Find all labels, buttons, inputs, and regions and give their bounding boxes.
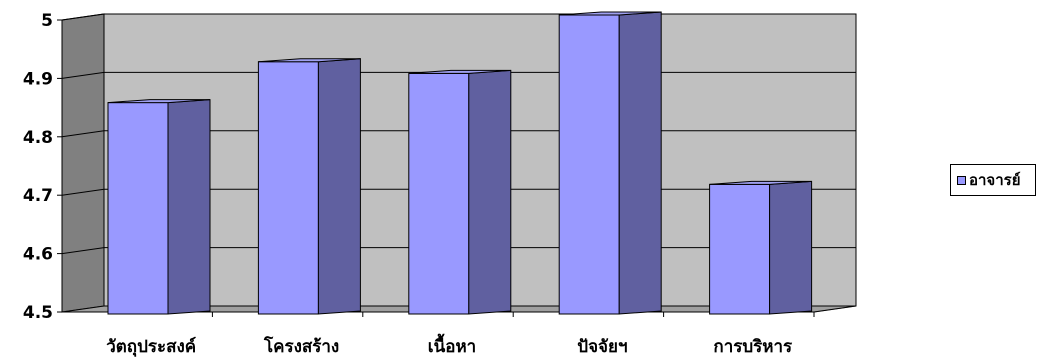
y-tick-label: 4.8 (23, 128, 53, 148)
chart-bars (107, 11, 813, 315)
y-tick-label: 4.7 (23, 186, 53, 206)
gridline-side (61, 188, 105, 196)
bar-front (107, 102, 169, 315)
y-axis-ticks: 4.5 4.6 4.7 4.8 4.9 5 (23, 11, 53, 323)
side-wall (61, 13, 105, 313)
x-category-label: วัตถุประสงค์ (106, 336, 196, 357)
bar-top (408, 69, 511, 74)
bar-top (559, 11, 662, 16)
gridline-side (61, 71, 105, 79)
legend-label: อาจารย์ (969, 171, 1021, 189)
gridline-side (61, 247, 105, 255)
bar-front (257, 61, 319, 315)
bar-side (618, 11, 662, 315)
gridline-side (61, 13, 105, 21)
x-axis-labels: วัตถุประสงค์ โครงสร้าง เนื้อหา ปัจจัยฯ การบร… (106, 333, 793, 357)
y-tick-label: 4.9 (23, 69, 53, 89)
gridline-side (61, 130, 105, 138)
bar-top (107, 99, 211, 104)
legend: อาจารย์ (950, 164, 1036, 196)
bar-top (258, 58, 361, 63)
bar-front (408, 72, 470, 315)
y-tick-label: 4.6 (23, 245, 53, 265)
x-category-label: โครงสร้าง (263, 336, 339, 357)
legend-swatch (957, 175, 966, 185)
bar-top (709, 180, 812, 185)
bar-side (167, 99, 211, 315)
bar-side (769, 180, 813, 315)
bar-front (709, 183, 771, 315)
y-tick-label: 5 (41, 11, 53, 31)
x-category-label: การบริหาร (713, 337, 793, 357)
gridline-side (61, 305, 105, 313)
x-axis-end (813, 305, 857, 313)
x-category-label: เนื้อหา (428, 333, 476, 357)
bar-side (317, 58, 361, 315)
x-category-label: ปัจจัยฯ (577, 337, 627, 357)
bar-front (558, 14, 620, 315)
bar-side (468, 69, 512, 315)
y-tick-label: 4.5 (23, 303, 53, 323)
